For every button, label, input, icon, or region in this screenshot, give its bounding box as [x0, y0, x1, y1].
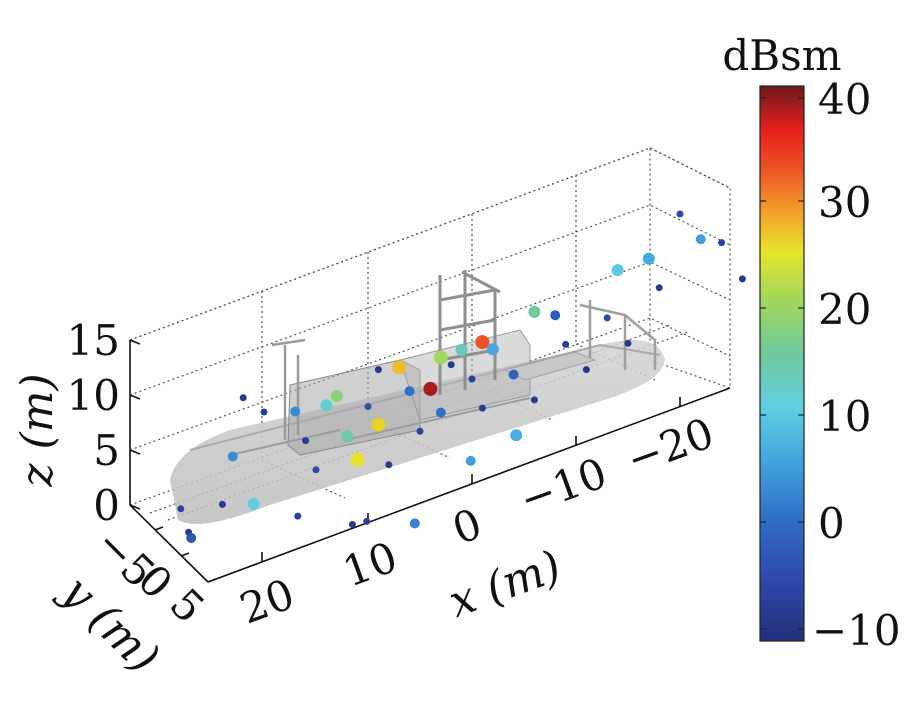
colorbar-unit-label: dBsm: [722, 31, 841, 80]
x-axis-label: x (m): [442, 541, 567, 628]
y-axis-line: [129, 504, 209, 583]
x-tick-label: 10: [337, 532, 404, 596]
scatter-point: [611, 264, 624, 277]
z-tick-labels: 15 10 5 0: [67, 316, 120, 530]
scatter-point: [447, 361, 455, 369]
scatter-point: [530, 396, 538, 404]
scatter-point: [455, 343, 468, 356]
scatter-point: [718, 239, 726, 247]
colorbar-tick-label: 10: [818, 392, 871, 441]
scatter-point: [227, 451, 238, 462]
scatter-point: [302, 437, 310, 445]
scatter-point: [510, 429, 523, 442]
ship-mast-aft: [271, 338, 306, 440]
scatter-point: [642, 252, 655, 265]
scatter-point: [239, 394, 247, 402]
z-tick-label: 15: [67, 316, 120, 365]
scatter-point: [409, 518, 420, 529]
ship-mast-main: [438, 270, 501, 395]
scatter-point: [247, 497, 260, 510]
x-axis-line: [207, 387, 731, 583]
scatter-point: [186, 533, 197, 543]
scatter-point: [550, 310, 561, 321]
scatter-point: [330, 390, 343, 402]
z-axis-label: z (m): [12, 373, 63, 487]
scatter-point: [385, 461, 393, 469]
scatter-point: [341, 430, 354, 443]
scatter-point: [475, 335, 490, 350]
x-ticks: [261, 397, 681, 562]
scatter-point: [508, 369, 519, 380]
scatter-point: [486, 343, 499, 356]
z-tick-label: 0: [93, 481, 120, 530]
scatter-point: [465, 455, 476, 466]
colorbar-ticks: [760, 97, 804, 630]
z-grid-back: [129, 204, 731, 506]
axis-lines: [129, 339, 731, 583]
scatter-point: [582, 366, 590, 374]
scatter-point: [260, 408, 268, 416]
scatter-point: [655, 284, 663, 292]
scatter-point: [374, 366, 382, 374]
colorbar-tick-label: 40: [818, 75, 871, 124]
scatter-point: [364, 403, 372, 410]
colorbar-gradient: [759, 85, 805, 642]
scatter-point: [348, 521, 356, 528]
scatter-point: [371, 417, 386, 432]
back-wall-frame: [129, 147, 651, 505]
scatter-point: [478, 404, 486, 412]
scatter-point: [528, 305, 541, 318]
colorbar-tick-label: −10: [812, 606, 901, 655]
x-tick-label: 20: [234, 569, 301, 633]
scatter-point: [177, 505, 185, 513]
colorbar-tick-label: 20: [818, 285, 871, 334]
scatter-point: [676, 210, 684, 218]
scatter-point: [433, 350, 448, 365]
scatter-points: [177, 210, 746, 543]
scatter-point: [218, 500, 226, 508]
scatter-point: [695, 234, 706, 245]
z-ticks: [129, 339, 141, 510]
ship-deck-hatch: [503, 351, 597, 381]
y-ticks: [154, 526, 217, 583]
x-tick-label: 0: [446, 499, 488, 554]
scatter-point: [294, 512, 302, 520]
back-top-edge: [129, 147, 731, 341]
scatter-point: [350, 452, 365, 467]
right-wall-frame: [649, 147, 731, 389]
scatter-point: [392, 360, 407, 375]
scatter-point: [562, 340, 570, 348]
colorbar: dBsm 40 30 20 10 0 −10: [722, 31, 900, 655]
z-tick-label: 10: [67, 371, 120, 420]
scatter-point: [624, 339, 632, 347]
scatter-point: [404, 386, 415, 397]
colorbar-tick-label: 30: [818, 178, 871, 227]
scatter-point: [468, 375, 476, 383]
scatter-point: [435, 407, 446, 418]
ship-rail: [229, 397, 531, 456]
scatter-point: [363, 517, 371, 525]
scatter-point: [423, 381, 438, 396]
scatter-point: [416, 427, 424, 435]
scatter-point: [320, 399, 333, 412]
z-tick-label: 5: [93, 426, 120, 475]
colorbar-tick-label: 0: [818, 499, 845, 548]
scatter-point: [738, 275, 746, 283]
scatter-point: [603, 314, 611, 322]
x-tick-label: −20: [620, 408, 720, 484]
scatter-point: [290, 406, 301, 417]
x-tick-label: −10: [513, 448, 613, 524]
scatter-point: [312, 466, 320, 474]
